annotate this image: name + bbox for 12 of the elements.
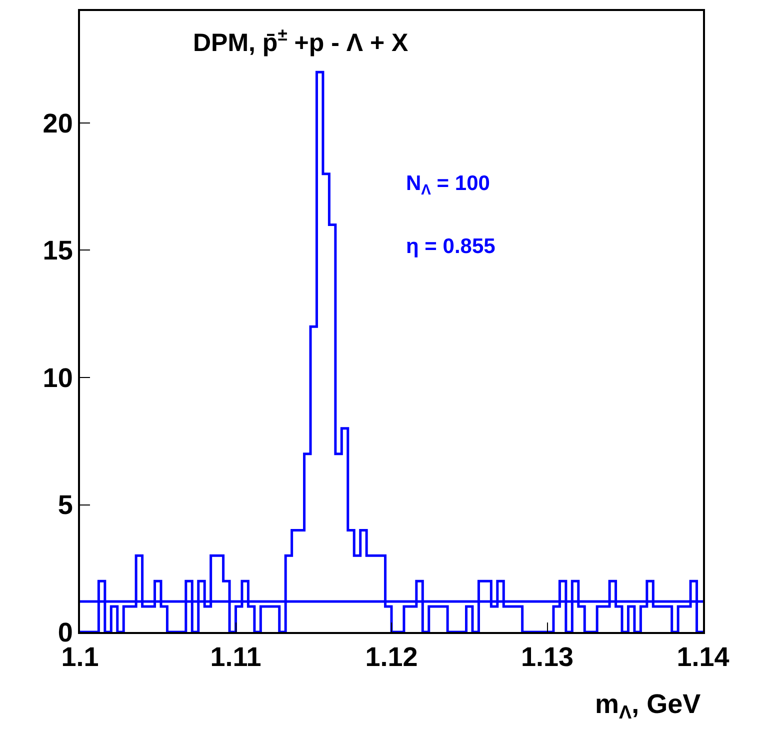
y-tick-label: 15 [42, 236, 73, 266]
x-tick-label: 1.14 [676, 642, 730, 672]
annotation: η = 0.855 [406, 235, 496, 258]
y-tick-label: 20 [42, 108, 73, 138]
annotation: N$_{Λ}$ = 100 [406, 172, 490, 198]
x-tick-label: 1.13 [520, 642, 574, 672]
x-axis-title: m$_{Λ}$, GeV [595, 689, 701, 724]
y-tick-label: 10 [42, 362, 73, 393]
y-tick-label: 5 [58, 490, 73, 520]
x-tick-label: 1.11 [210, 642, 262, 672]
x-tick-label: 1.12 [365, 642, 418, 672]
text: DPM, p̄$^{±}$ +p - Λ + X [192, 24, 409, 57]
